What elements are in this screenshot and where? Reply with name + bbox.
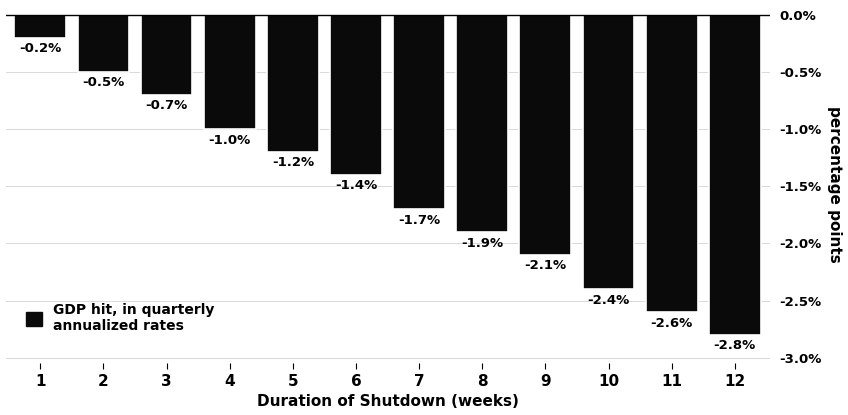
Text: -2.1%: -2.1% [524, 259, 566, 272]
Bar [709, 15, 761, 335]
Y-axis label: percentage points: percentage points [828, 106, 842, 263]
Bar [77, 15, 129, 72]
Bar [14, 15, 66, 38]
Text: -1.4%: -1.4% [335, 179, 377, 193]
Text: -1.9%: -1.9% [461, 237, 504, 249]
Bar [646, 15, 698, 312]
Text: -2.4%: -2.4% [588, 294, 629, 307]
Bar [204, 15, 255, 129]
Bar [456, 15, 508, 232]
Text: -0.2%: -0.2% [20, 42, 61, 55]
Text: -1.0%: -1.0% [209, 134, 251, 146]
Bar [393, 15, 445, 209]
Bar [520, 15, 572, 255]
Bar [583, 15, 634, 289]
Bar [141, 15, 192, 95]
Text: -0.7%: -0.7% [145, 99, 187, 112]
Text: -2.8%: -2.8% [714, 339, 756, 352]
Legend: GDP hit, in quarterly
annualized rates: GDP hit, in quarterly annualized rates [20, 297, 220, 339]
Bar [330, 15, 382, 175]
Text: -1.2%: -1.2% [271, 156, 314, 169]
Text: -2.6%: -2.6% [650, 317, 693, 330]
Text: -0.5%: -0.5% [82, 76, 125, 90]
Bar [267, 15, 319, 152]
X-axis label: Duration of Shutdown (weeks): Duration of Shutdown (weeks) [257, 394, 518, 410]
Text: -1.7%: -1.7% [398, 214, 440, 227]
